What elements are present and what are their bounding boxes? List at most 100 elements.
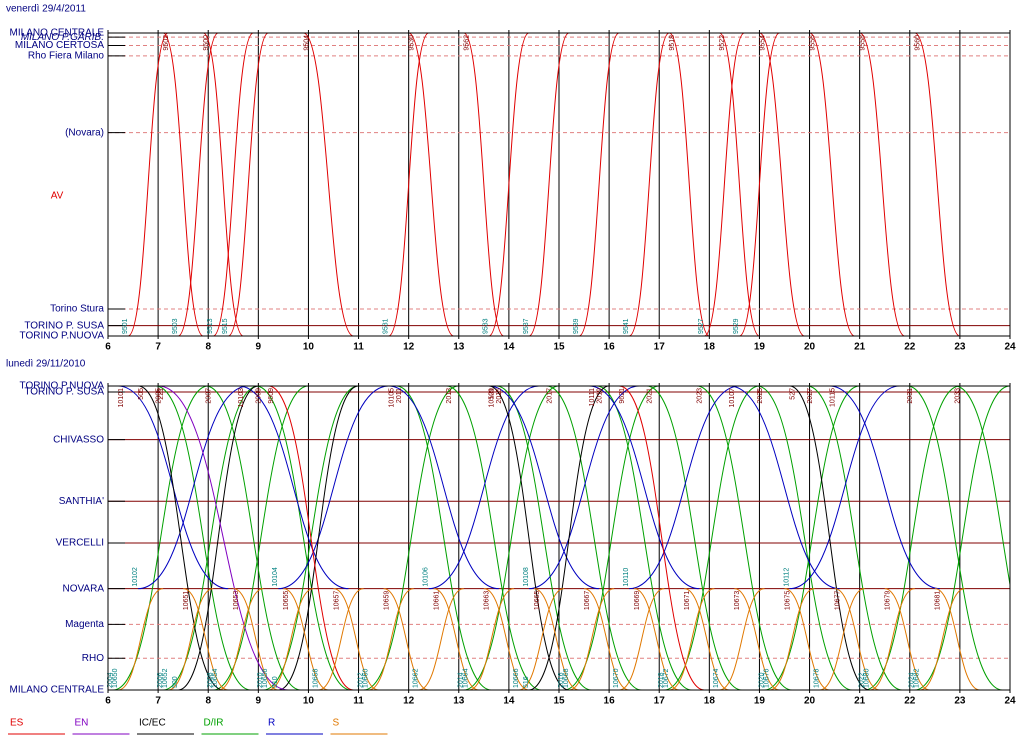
train-path [138, 385, 249, 590]
train-path [634, 588, 680, 691]
train-path [907, 385, 1003, 691]
train-path [488, 385, 600, 590]
train-number: 10105 [388, 388, 395, 408]
train-path [764, 385, 860, 691]
hour-label: 6 [105, 342, 111, 353]
train-number: 2022 [859, 672, 866, 688]
panel-date: lunedì 29/11/2010 [6, 359, 86, 370]
train-number: 9530 [409, 35, 416, 51]
train-number: 2031 [907, 388, 914, 404]
train-path [396, 385, 492, 691]
train-path [914, 32, 961, 337]
train-path [388, 32, 430, 337]
train-path [664, 385, 760, 691]
train-path [333, 588, 379, 691]
train-path [418, 588, 464, 691]
train-number: 2025 [757, 388, 764, 404]
train-path [829, 385, 940, 590]
train-number: 10677 [834, 591, 841, 611]
train-path [268, 588, 314, 691]
train-number: 2017 [546, 388, 553, 404]
train-number: 505 [138, 388, 145, 400]
train-path [463, 385, 560, 691]
hour-label: 21 [854, 696, 866, 707]
train-path [528, 32, 570, 337]
station-label: MILANO P.GARIB. [21, 32, 104, 43]
train-number: 10108 [523, 567, 530, 587]
panel-frame [107, 385, 1011, 691]
hour-label: 14 [503, 342, 515, 353]
panel-badge: AV [51, 191, 64, 202]
station-label: TORINO P.NUOVA [20, 381, 105, 392]
hour-label: 9 [256, 342, 262, 353]
panel-date: venerdì 29/4/2011 [6, 4, 86, 15]
train-number: 2021 [647, 388, 654, 404]
train-number: 2024 [909, 672, 916, 688]
train-number: 10682 [914, 668, 921, 688]
station-label: TORINO P.NUOVA [20, 331, 105, 342]
train-number: 10667 [584, 591, 591, 611]
hour-label: 17 [654, 696, 666, 707]
train-number: 500 [172, 676, 179, 688]
train-number: 527 [789, 388, 796, 400]
train-number: 9504 [303, 35, 310, 51]
station-label: (Novara) [65, 127, 104, 138]
hour-label: 24 [1004, 696, 1016, 707]
legend-label: IC/EC [139, 718, 166, 729]
train-number: 9556 [809, 35, 816, 51]
train-number: 10111 [589, 388, 596, 407]
train-number: 521 [489, 388, 496, 400]
train-path [533, 588, 580, 691]
train-number: 9562 [464, 35, 471, 51]
train-path [718, 32, 760, 337]
train-number: 9539 [573, 318, 580, 334]
train-path [446, 385, 542, 691]
hour-label: 9 [256, 696, 262, 707]
train-number: 2004 [107, 672, 114, 688]
train-path [703, 32, 745, 337]
train-path [408, 32, 454, 337]
train-path [859, 32, 905, 337]
train-path [629, 385, 740, 590]
train-number: 9500 [203, 35, 210, 51]
train-path [628, 32, 670, 337]
hour-label: 20 [804, 696, 816, 707]
train-number: 9501 [122, 318, 129, 334]
train-number: 2019 [596, 388, 603, 404]
hour-label: 22 [904, 696, 916, 707]
train-number: 10670 [613, 668, 620, 688]
train-number: 2027 [807, 388, 814, 404]
train-number: 10104 [272, 567, 279, 587]
station-label: MILANO CENTRALE [10, 28, 105, 39]
train-number: 10661 [434, 591, 441, 611]
station-label: VERCELLI [56, 538, 104, 549]
train-number: 9533 [483, 318, 490, 334]
train-path [528, 385, 640, 590]
train-path [162, 32, 204, 337]
legend-label: D/IR [204, 718, 224, 729]
train-number: 10673 [734, 591, 741, 611]
train-number: 2016 [558, 672, 565, 688]
train-number: 10665 [534, 591, 541, 611]
train-path [518, 588, 565, 691]
train-path [468, 588, 515, 691]
hour-label: 12 [403, 696, 415, 707]
train-path [255, 385, 352, 691]
train-number: 10653 [233, 591, 240, 611]
train-path [278, 385, 359, 691]
train-layer [112, 385, 1010, 691]
train-path [205, 385, 301, 691]
hour-label: 20 [804, 342, 816, 353]
station-label: Torino Stura [50, 304, 104, 315]
hour-label: 15 [553, 342, 565, 353]
train-number: 9529 [733, 318, 740, 334]
train-number: 10652 [162, 668, 169, 688]
train-path [528, 385, 610, 691]
train-number: 221 [158, 388, 165, 400]
train-path [483, 588, 530, 691]
train-number: 10109 [489, 388, 496, 408]
hour-label: 18 [704, 342, 716, 353]
train-path [884, 588, 930, 691]
train-number: 9513 [207, 318, 214, 334]
station-label: NOVARA [63, 583, 105, 594]
